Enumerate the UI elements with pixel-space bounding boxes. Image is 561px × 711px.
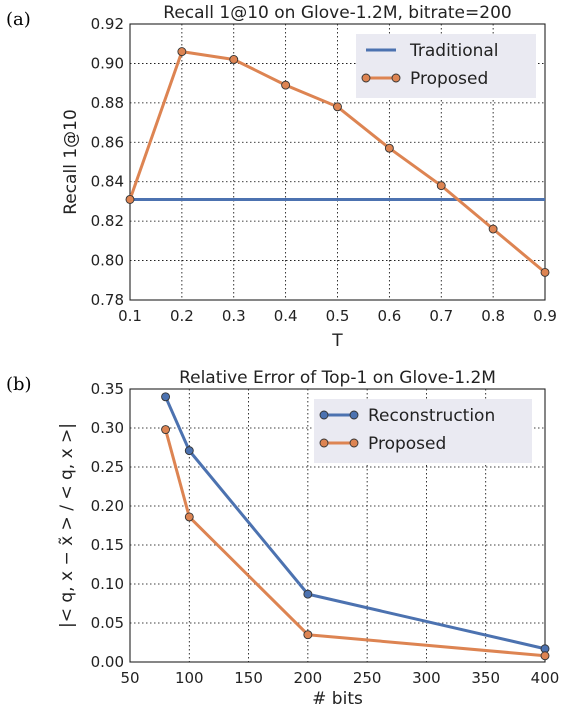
chart-a-x-tick-label: 0.3 <box>222 307 246 325</box>
chart-b-x-tick-label: 200 <box>294 669 323 687</box>
chart-a-plot-frame <box>129 23 546 301</box>
chart-a-y-tick-label: 0.84 <box>91 173 124 191</box>
chart-a-x-tick-label: 0.6 <box>377 307 401 325</box>
chart-a-title: Recall 1@10 on Glove-1.2M, bitrate=200 <box>163 3 511 23</box>
chart-b-y-tick-label: 0.30 <box>91 419 124 437</box>
chart-b-legend-label: Reconstruction <box>368 406 495 426</box>
chart-a-y-axis-label: Recall 1@10 <box>61 109 81 215</box>
chart-b-x-tick-label: 300 <box>412 669 441 687</box>
chart-a-x-tick-label: 0.4 <box>274 307 298 325</box>
chart-a-point-proposed <box>125 195 135 204</box>
chart-b-point-proposed <box>184 512 194 522</box>
chart-b-x-tick-label: 350 <box>471 669 500 687</box>
chart-b-y-tick-label: 0.25 <box>91 458 124 476</box>
chart-b-plot-frame <box>129 388 546 663</box>
chart-a-y-tick-label: 0.82 <box>91 212 124 230</box>
chart-a-recall: Recall 1@10 on Glove-1.2M, bitrate=200 0.… <box>61 3 557 351</box>
chart-a-x-tick-label: 0.9 <box>533 307 557 325</box>
chart-b-point-reconstruction <box>303 589 313 599</box>
chart-a-y-tick-label: 0.90 <box>91 54 124 72</box>
chart-a-x-tick-label: 0.1 <box>118 307 142 325</box>
chart-b-point-reconstruction <box>161 392 171 402</box>
chart-b-legend-marker <box>319 438 329 448</box>
chart-b-x-tick-label: 250 <box>353 669 382 687</box>
chart-b-y-tick-label: 0.35 <box>91 380 124 398</box>
chart-b-relative-error: Relative Error of Top-1 on Glove-1.2M 50 1… <box>57 368 559 709</box>
chart-b-series-line-proposed <box>164 429 546 658</box>
chart-b-y-axis-label: |< q, x − x̃ > / < q, x >| <box>57 423 77 628</box>
chart-a-point-proposed <box>177 47 187 57</box>
chart-b-y-tick-label: 0.05 <box>91 614 124 632</box>
chart-a-point-proposed <box>540 267 550 277</box>
chart-b-x-tick-label: 50 <box>120 669 139 687</box>
chart-a-x-axis-label: T <box>331 331 343 351</box>
chart-a-point-proposed <box>281 80 291 90</box>
chart-b-x-tick-label: 100 <box>175 669 204 687</box>
chart-a-y-tick-label: 0.86 <box>91 133 124 151</box>
chart-b-series-line-reconstruction <box>164 396 546 651</box>
chart-a-point-proposed <box>333 102 342 112</box>
chart-a-legend-box <box>356 34 536 98</box>
chart-b-x-tick-label: 150 <box>234 669 263 687</box>
chart-b-legend-box <box>314 399 532 463</box>
chart-b-legend-label: Proposed <box>368 434 446 454</box>
chart-b-x-axis-label: # bits <box>312 689 363 709</box>
chart-b-title: Relative Error of Top-1 on Glove-1.2M <box>179 368 496 388</box>
chart-b-point-proposed <box>303 630 313 640</box>
chart-b-legend-marker <box>349 438 359 448</box>
panel-label-a: (a) <box>6 9 31 30</box>
chart-a-x-tick-label: 0.8 <box>481 307 505 325</box>
chart-a-legend-marker <box>391 73 401 83</box>
chart-a-point-proposed <box>384 143 394 153</box>
chart-b-y-tick-label: 0.10 <box>91 575 124 593</box>
chart-a-y-tick-label: 0.88 <box>91 94 124 112</box>
chart-a-x-tick-label: 0.7 <box>429 307 453 325</box>
chart-a-point-proposed <box>436 181 446 191</box>
chart-b-legend-marker <box>349 410 359 420</box>
chart-b-y-tick-label: 0.00 <box>91 653 124 671</box>
chart-a-point-proposed <box>488 224 498 234</box>
chart-a-legend-label: Proposed <box>410 69 488 89</box>
chart-b-legend-marker <box>319 410 329 420</box>
chart-b-y-tick-label: 0.15 <box>91 536 124 554</box>
chart-a-y-tick-label: 0.80 <box>91 252 124 270</box>
chart-b-y-tick-label: 0.20 <box>91 497 124 515</box>
chart-b-point-proposed <box>540 651 550 661</box>
chart-a-legend-label: Traditional <box>409 41 499 61</box>
chart-b-x-tick-label: 400 <box>531 669 560 687</box>
chart-a-legend-marker <box>361 73 371 83</box>
chart-b-point-reconstruction <box>184 446 194 456</box>
chart-a-point-proposed <box>229 55 239 64</box>
chart-b-point-proposed <box>161 425 171 435</box>
chart-a-y-tick-label: 0.78 <box>91 291 124 309</box>
chart-a-y-tick-label: 0.92 <box>91 15 124 33</box>
chart-a-x-tick-label: 0.5 <box>326 307 350 325</box>
chart-a-x-tick-label: 0.2 <box>170 307 194 325</box>
panel-label-b: (b) <box>6 374 32 395</box>
